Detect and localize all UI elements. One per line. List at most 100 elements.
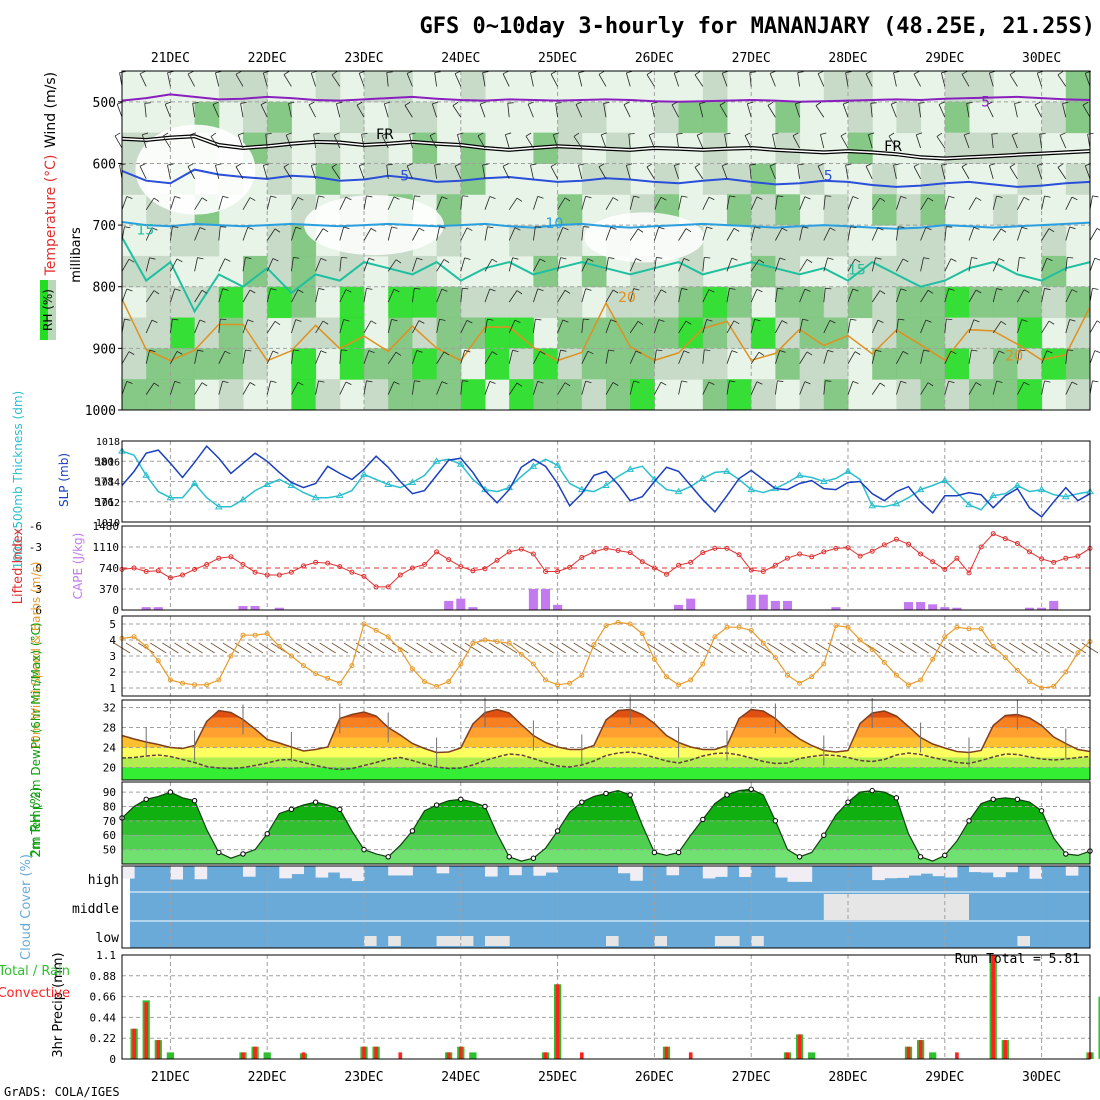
wind-barb: [315, 380, 319, 395]
wind10-tick-label: 2: [109, 666, 116, 679]
wind-barb-flag: [971, 257, 978, 259]
rh-shade-cell: [557, 317, 583, 349]
wind-barb-flag: [694, 163, 701, 168]
wind-barb-flag: [293, 257, 300, 259]
wind10-barb: [464, 642, 482, 654]
wind10-marker: [530, 661, 536, 667]
wind-barb-flag: [1062, 101, 1069, 105]
wind-barb-flag: [201, 289, 208, 294]
wind-barb-flag: [564, 382, 571, 387]
wind-barb-flag: [128, 351, 135, 355]
wind-barb-flag: [462, 287, 469, 290]
wind-barb-flag: [804, 288, 811, 292]
wind-barb-flag: [913, 163, 920, 167]
li-tick-label: 0: [35, 562, 42, 575]
lifted-index-marker: [228, 554, 234, 560]
wind-barb: [944, 318, 947, 333]
rh2m-marker: [506, 854, 512, 860]
wind-barb-flag: [971, 349, 978, 352]
rh-shade-cell: [727, 317, 752, 349]
rh-shade-cell: [969, 132, 994, 164]
cape-bar: [153, 607, 163, 610]
wind-barb: [799, 196, 806, 210]
wind-barb-flag: [1023, 196, 1030, 201]
lifted-index-marker: [325, 560, 331, 566]
wind-barb-flag: [898, 226, 905, 228]
lifted-index-marker: [772, 562, 778, 568]
wind-barb: [555, 103, 558, 118]
wind-barb-flag: [553, 132, 560, 136]
wind-barb-flag: [854, 351, 861, 355]
rh-shade-cell: [896, 379, 922, 411]
rh-shade-cell: [218, 317, 244, 349]
wind-barb-flag: [224, 258, 231, 262]
wind-barb-flag: [865, 70, 872, 75]
wind-barb-flag: [295, 319, 302, 322]
wind-barb-flag: [646, 163, 653, 168]
wind-barb-flag: [270, 380, 277, 383]
rh2m-marker: [796, 854, 803, 860]
wind-barb: [726, 258, 733, 272]
wind-barb: [775, 350, 781, 364]
wind-barb: [581, 318, 584, 333]
rh-shade-cell: [920, 286, 946, 319]
wind-barb-flag: [598, 163, 605, 168]
wind10-marker: [325, 675, 331, 681]
wind10-marker: [1039, 685, 1045, 691]
wind-barb-flag: [409, 132, 416, 135]
wind-barb-flag: [247, 319, 254, 323]
wind-barb-flag: [975, 197, 982, 201]
rh-shade-cell: [581, 379, 607, 411]
rh-shade-cell: [799, 163, 825, 195]
wind-barb: [283, 166, 292, 180]
rh-shade-cell: [872, 255, 897, 288]
cape-bar: [746, 594, 756, 610]
wind-barb: [719, 104, 728, 118]
rh-frame: [121, 781, 1091, 865]
day-label-bottom: 25DEC: [538, 1070, 577, 1085]
wind-barb-flag: [215, 163, 222, 166]
day-label-top: 26DEC: [635, 51, 674, 66]
wind-barb-flag: [754, 226, 761, 229]
slp-tick-label: 1014: [96, 478, 120, 489]
precip-total-bar: [808, 1052, 816, 1059]
wind-barb: [797, 164, 800, 179]
rh-shade-cell: [848, 71, 873, 103]
wind-barb-flag: [414, 287, 421, 290]
wind-barb: [1014, 103, 1018, 118]
wind-barb: [991, 134, 994, 149]
lifted-index-marker: [990, 531, 996, 537]
wind10-marker: [748, 627, 754, 633]
cloud-low-gap: [448, 936, 462, 946]
wind10-marker: [155, 658, 161, 664]
wind-barb-flag: [283, 163, 290, 168]
rh-shade-cell: [606, 379, 631, 411]
wind-barb-flag: [124, 318, 131, 321]
wind-barb: [291, 349, 294, 364]
day-label-top: 21DEC: [151, 51, 190, 66]
wind10-barb: [573, 642, 591, 654]
wind-barb-flag: [900, 195, 907, 199]
wind-barb: [387, 381, 395, 395]
wind-barb-flag: [466, 320, 473, 324]
wind-barb: [114, 135, 123, 149]
cape-bar: [528, 589, 538, 610]
wind-barb: [508, 257, 513, 272]
rh2m-marker: [893, 795, 900, 801]
wind10-barb: [488, 642, 506, 654]
lifted-index-marker: [1063, 555, 1069, 561]
thickness-marker: [1061, 492, 1070, 500]
wind-barb-flag: [706, 226, 713, 230]
wind10-barb: [634, 642, 651, 654]
cloud-high-gap: [630, 866, 643, 881]
day-label-top: 28DEC: [828, 51, 867, 66]
wind-barb: [694, 167, 704, 180]
wind-barb-flag: [628, 133, 635, 135]
cape-bar: [831, 607, 841, 610]
precip-convective-bar: [906, 1046, 911, 1059]
wind-barb-flag: [685, 228, 692, 233]
rh-shade-cell: [1041, 101, 1067, 134]
wind-barb: [194, 349, 198, 364]
wind-barb: [530, 165, 534, 179]
wind-barb-flag: [512, 349, 519, 353]
